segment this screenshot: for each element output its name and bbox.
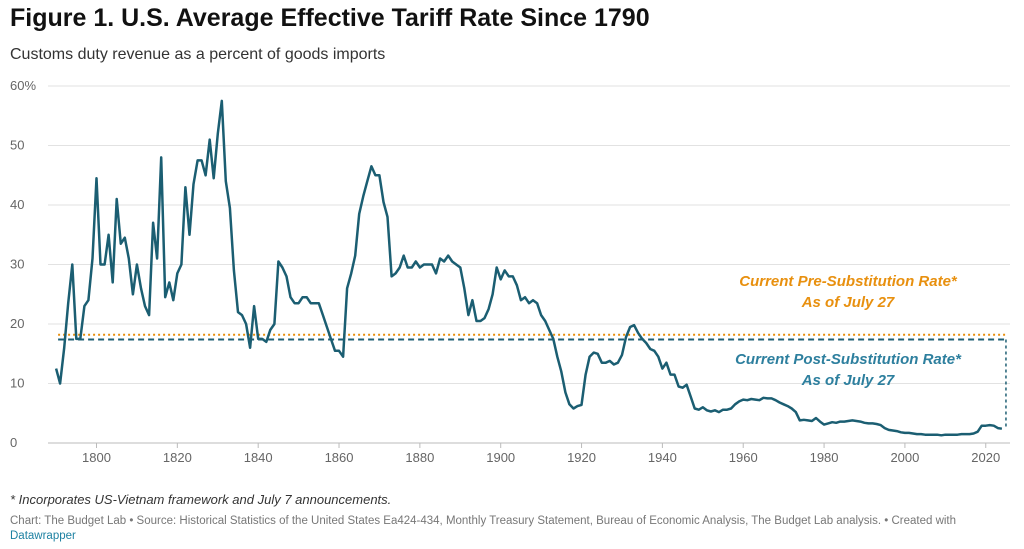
y-tick-label-10: 10 [10, 376, 24, 391]
annotations: Current Pre-Substitution Rate* As of July… [735, 273, 962, 389]
series-layer [54, 99, 1003, 437]
chart-title: Figure 1. U.S. Average Effective Tariff … [10, 4, 650, 32]
x-tick-label-1900: 1900 [486, 450, 515, 465]
x-tick-label-2000: 2000 [890, 450, 919, 465]
footnote: * Incorporates US-Vietnam framework and … [10, 492, 392, 507]
x-tick-label-2020: 2020 [971, 450, 1000, 465]
chart-subtitle: Customs duty revenue as a percent of goo… [10, 46, 386, 63]
y-tick-label-30: 30 [10, 257, 24, 272]
post-substitution-rate-label-line: As of July 27 [801, 372, 895, 389]
reference-lines [58, 333, 1007, 429]
tariff-rate-series-line [54, 99, 1003, 437]
y-axis-tick-labels: 0 10 20 30 40 50 60% [10, 78, 36, 450]
post-substitution-rate-label-line: Current Post-Substitution Rate* [735, 351, 962, 368]
source-credit: Chart: The Budget Lab • Source: Historic… [10, 514, 1015, 544]
x-tick-label-1800: 1800 [82, 450, 111, 465]
pre-substitution-rate-label-line: As of July 27 [801, 294, 895, 311]
y-tick-label-60: 60% [10, 78, 36, 93]
x-tick-label-1980: 1980 [810, 450, 839, 465]
x-tick-label-1820: 1820 [163, 450, 192, 465]
x-axis-tick-labels: 1800 1820 1840 1860 1880 1900 1920 1940 1960 1980… [82, 450, 1000, 465]
x-tick-label-1920: 1920 [567, 450, 596, 465]
y-tick-label-20: 20 [10, 316, 24, 331]
y-tick-label-40: 40 [10, 197, 24, 212]
pre-substitution-rate-label-line: Current Pre-Substitution Rate* [739, 273, 958, 290]
x-tick-label-1880: 1880 [405, 450, 434, 465]
x-tick-label-1860: 1860 [325, 450, 354, 465]
pre-substitution-rate-label: Current Pre-Substitution Rate* As of July… [739, 273, 958, 311]
x-tick-label-1960: 1960 [729, 450, 758, 465]
x-tick-label-1940: 1940 [648, 450, 677, 465]
y-tick-label-50: 50 [10, 138, 24, 153]
post-substitution-rate-label: Current Post-Substitution Rate* As of Jul… [735, 351, 962, 389]
x-tick-label-1840: 1840 [244, 450, 273, 465]
source-text: Chart: The Budget Lab • Source: Historic… [10, 515, 957, 527]
gridlines [48, 85, 1010, 448]
datawrapper-link[interactable]: Datawrapper [10, 530, 76, 542]
y-tick-label-0: 0 [10, 435, 17, 450]
